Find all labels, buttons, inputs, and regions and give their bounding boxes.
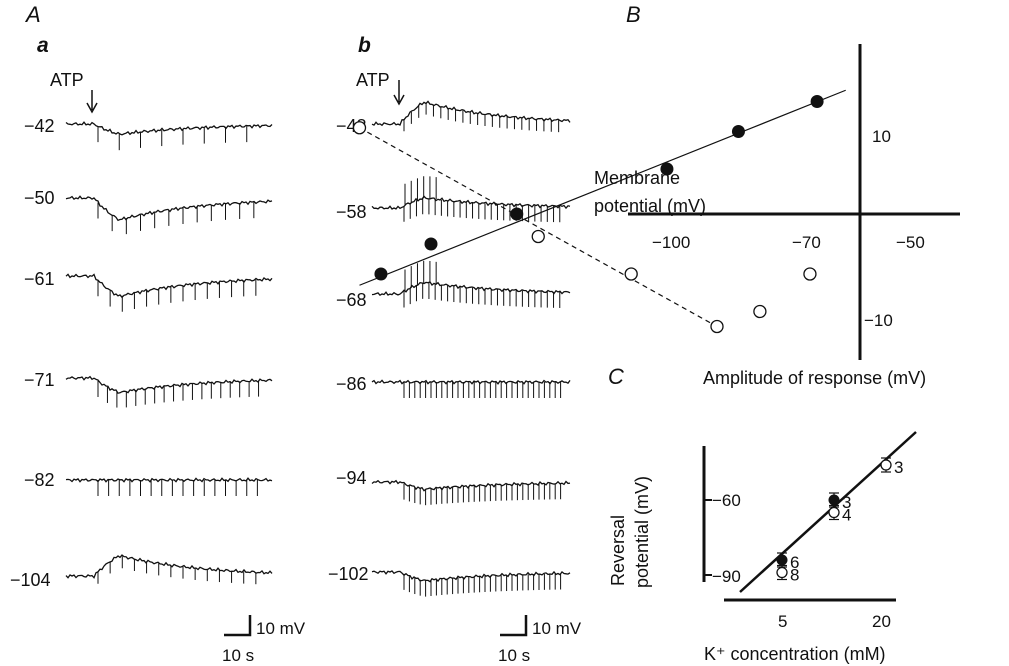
panel-C-n-label: 4 <box>842 506 851 525</box>
scale-bar-b-time: 10 s <box>498 646 530 665</box>
panel-B-point-filled <box>424 237 438 251</box>
panel-B-point-filled <box>731 125 745 138</box>
panel-C-point-open <box>828 506 840 519</box>
voltage-trace <box>65 554 273 579</box>
traces-column-b <box>371 100 571 597</box>
panel-C-x-tick: 20 <box>872 612 891 631</box>
voltage-trace <box>371 479 571 492</box>
voltage-trace <box>371 195 571 210</box>
trace-b-voltage-label: −102 <box>328 564 369 584</box>
panel-B-ylabel: Amplitude of response (mV) <box>703 368 926 388</box>
panel-B-x-tick: −100 <box>652 233 690 252</box>
trace-b-voltage-label: −68 <box>336 290 367 310</box>
trace-b-voltage-label: −94 <box>336 468 367 488</box>
panel-B-point-filled <box>660 162 674 176</box>
trace-a-voltage-label: −42 <box>24 116 55 136</box>
trace-a-voltage-label: −104 <box>10 570 51 590</box>
panel-B-point-open <box>803 267 817 281</box>
panel-C-n-label: 3 <box>842 493 851 512</box>
panel-B-point-open <box>753 304 767 319</box>
panel-A-label: A <box>24 2 41 27</box>
panel-B-point-open <box>710 319 724 334</box>
panel-C-fit-line <box>739 431 917 593</box>
panel-B-fit-line-open <box>359 127 718 328</box>
traces-column-a <box>65 121 273 585</box>
scale-bar-b-voltage: 10 mV <box>532 619 582 638</box>
voltage-trace <box>65 273 273 299</box>
panel-C-ylabel-line1: Reversal <box>608 515 628 586</box>
scale-bar-a <box>224 615 252 637</box>
panel-C-n-label: 8 <box>790 566 799 585</box>
column-a-label: a <box>37 34 49 57</box>
panel-B-xlabel-line1: Membrane <box>594 168 680 188</box>
panel-B-x-tick: −50 <box>896 233 925 252</box>
scale-bar-b <box>500 615 528 637</box>
scale-bar-a-time: 10 s <box>222 646 254 665</box>
panel-B-x-tick: −70 <box>792 233 821 252</box>
atp-label-b: ATP <box>356 70 390 90</box>
panel-C-n-label: 3 <box>894 458 903 477</box>
voltage-trace <box>371 100 571 127</box>
panel-B-point-open <box>531 229 545 244</box>
panel-B-fit-line-filled <box>359 89 846 286</box>
trace-b-voltage-label: −86 <box>336 374 367 394</box>
panel-B-y-tick: −10 <box>864 311 893 330</box>
voltage-trace <box>371 379 571 385</box>
atp-arrow-b <box>393 80 405 106</box>
panel-B-point-open <box>352 121 367 135</box>
panel-B-point-filled <box>810 95 824 108</box>
voltage-trace <box>371 570 571 583</box>
panel-B-y-tick: 10 <box>872 127 891 146</box>
voltage-trace <box>65 121 273 136</box>
voltage-trace <box>371 281 571 297</box>
panel-C-xlabel: K⁺ concentration (mM) <box>704 644 886 664</box>
panel-B-plot: −100 −70 −50 10 −10 Membrane potential (… <box>352 44 960 388</box>
panel-C-point-open <box>776 566 788 579</box>
panel-B-xlabel-line2: potential (mV) <box>594 196 706 216</box>
trace-a-voltage-label: −50 <box>24 188 55 208</box>
panel-C-n-label: 6 <box>790 553 799 572</box>
trace-a-voltage-label: −71 <box>24 370 55 390</box>
panel-B-label: B <box>626 2 641 27</box>
panel-C-label: C <box>608 364 624 389</box>
panel-C-x-tick: 5 <box>778 612 787 631</box>
column-b-label: b <box>358 34 371 57</box>
panel-C-ylabel-line2: potential (mV) <box>632 476 652 588</box>
voltage-trace <box>65 375 273 394</box>
panel-C-point-open <box>880 459 892 471</box>
panel-B-point-filled <box>510 207 524 221</box>
panel-C-y-tick: −60 <box>712 491 741 510</box>
panel-C-y-tick: −90 <box>712 567 741 586</box>
panel-C-point-filled <box>828 494 840 506</box>
trace-a-voltage-label: −82 <box>24 470 55 490</box>
atp-label-a: ATP <box>50 70 84 90</box>
atp-arrow-a <box>86 90 98 114</box>
panel-B-point-filled <box>374 267 388 281</box>
trace-a-voltage-label: −61 <box>24 269 55 289</box>
trace-b-voltage-label: −58 <box>336 202 367 222</box>
scale-bar-a-voltage: 10 mV <box>256 619 306 638</box>
panel-B-point-open <box>624 267 638 281</box>
voltage-trace <box>65 477 273 483</box>
panel-C-point-filled <box>776 554 788 566</box>
